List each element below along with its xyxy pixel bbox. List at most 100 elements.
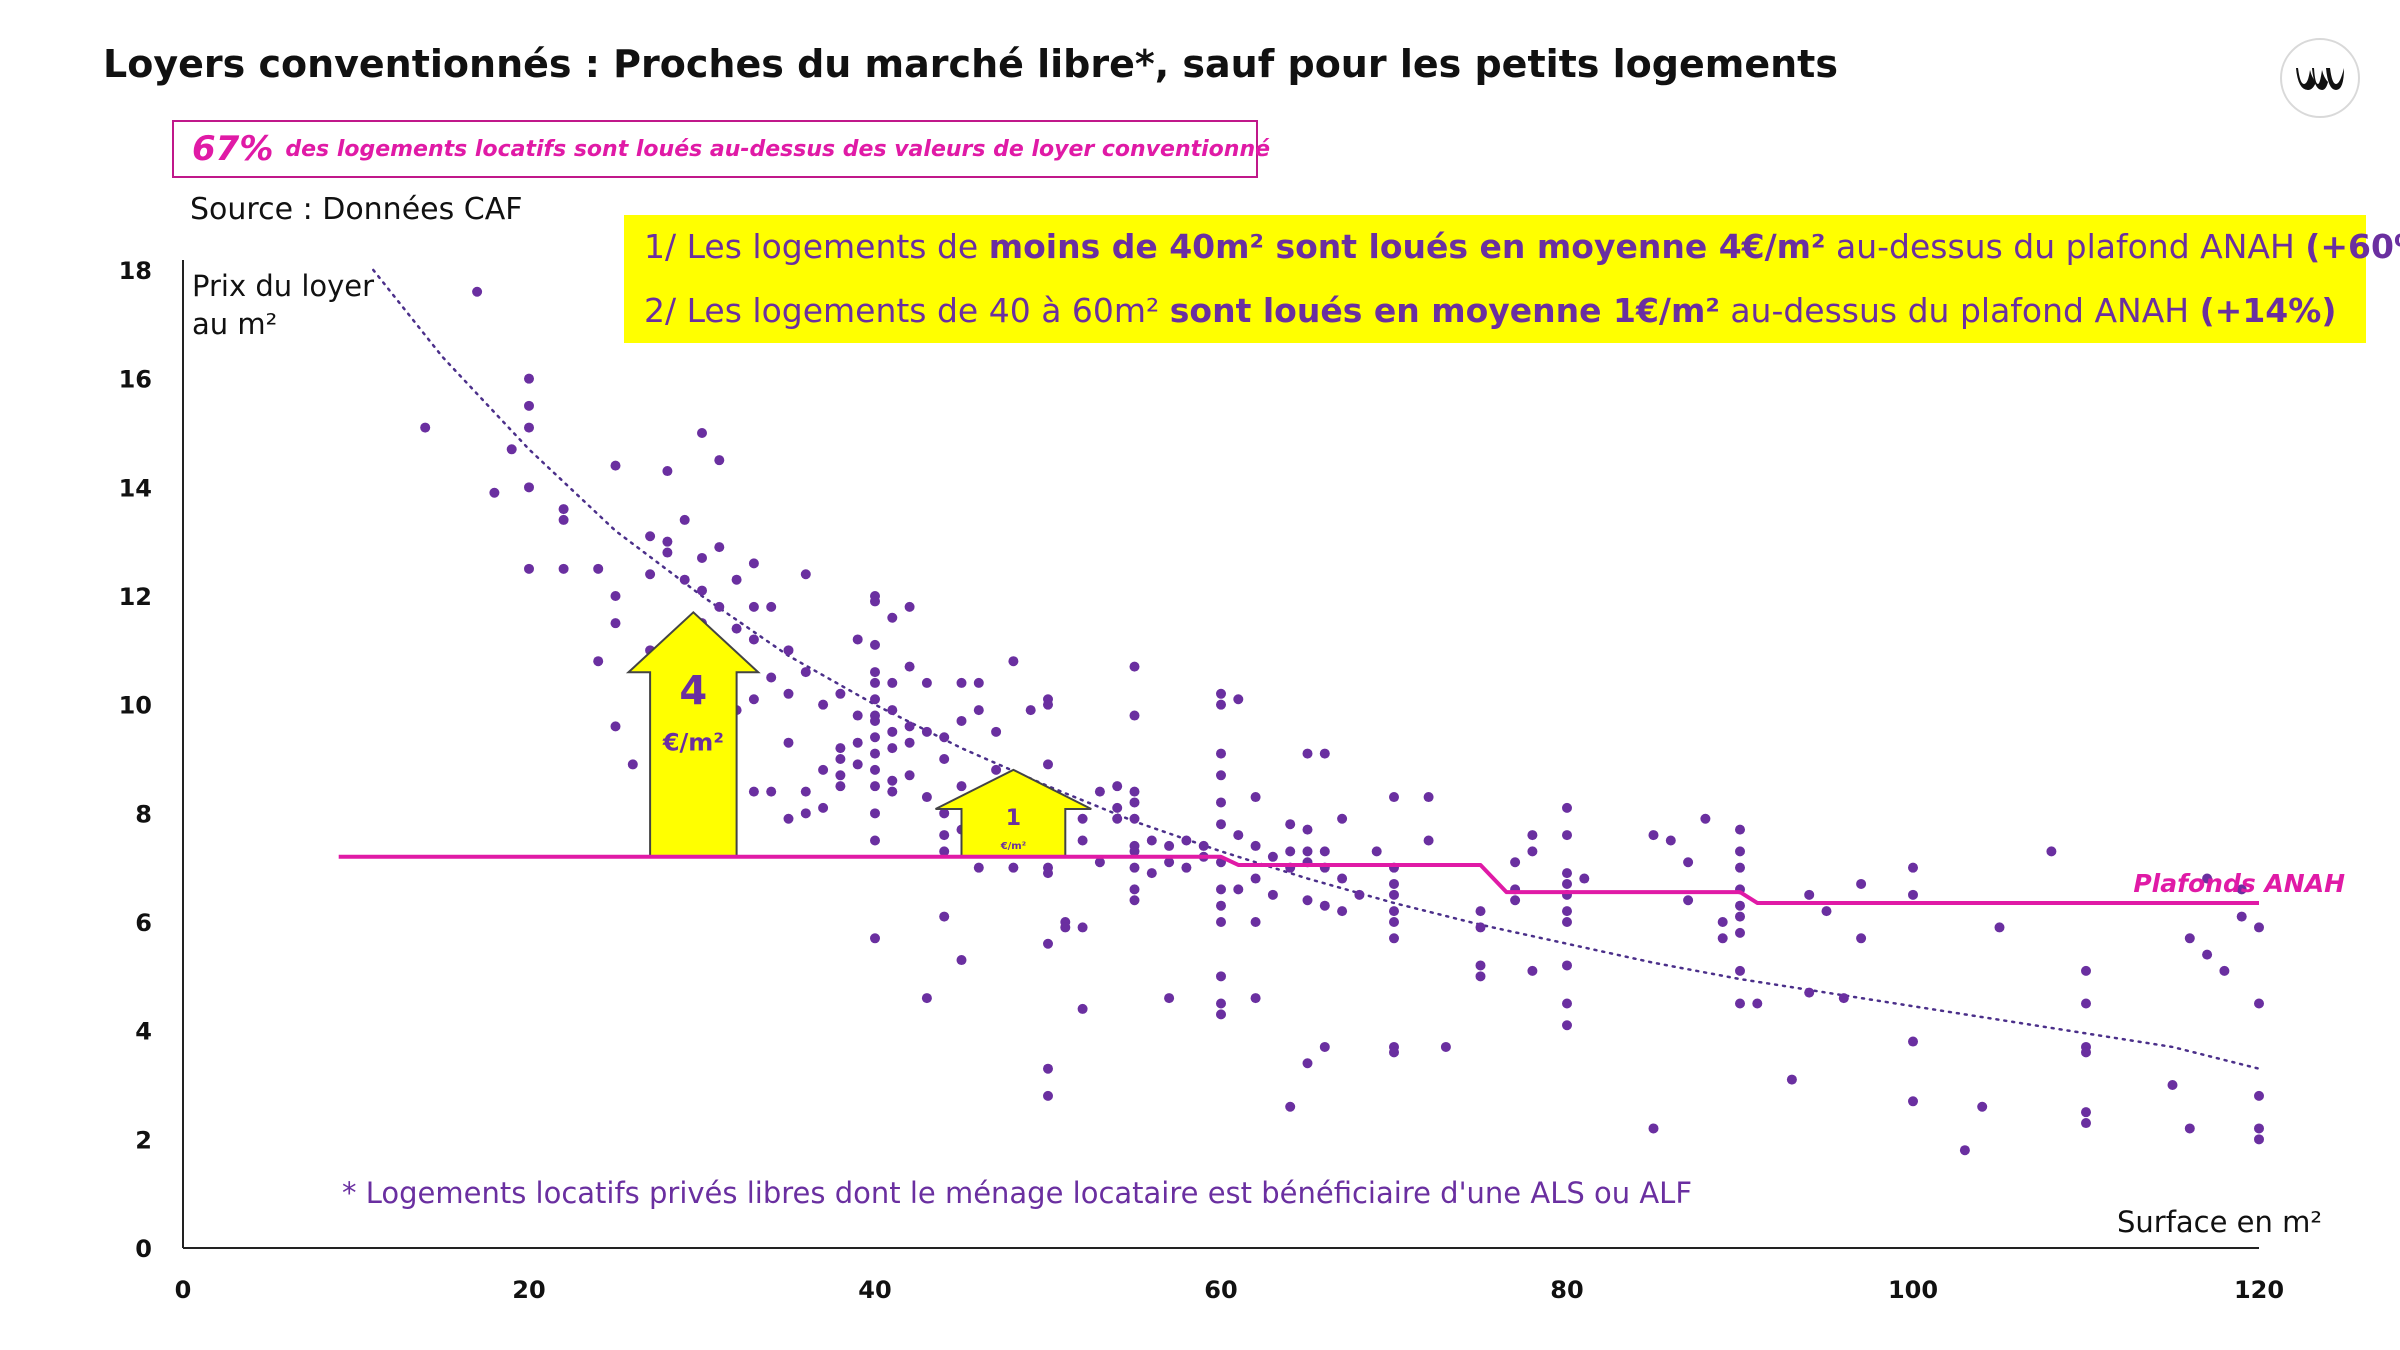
scatter-point: [2202, 949, 2213, 960]
scatter-point: [904, 737, 915, 748]
scatter-point: [870, 835, 880, 846]
scatter-point: [1562, 830, 1572, 841]
scatter-point: [870, 715, 880, 726]
scatter-point: [870, 694, 880, 705]
scatter-point: [748, 786, 759, 797]
finding-1: 1/ Les logements de moins de 40m² sont l…: [644, 227, 2400, 266]
scatter-point: [610, 460, 621, 471]
scatter-point: [1164, 857, 1175, 868]
x-axis-label: Surface en m²: [2117, 1205, 2322, 1239]
scatter-point: [835, 688, 846, 699]
scatter-point: [1319, 900, 1330, 911]
scatter-point: [1216, 884, 1226, 895]
scatter-point: [1735, 998, 1745, 1009]
scatter-point: [1043, 868, 1053, 879]
scatter-point: [800, 786, 811, 797]
scatter-point: [1527, 965, 1538, 976]
callout-percent: 67%: [192, 129, 274, 169]
scatter-point: [973, 862, 984, 873]
scatter-point: [1562, 917, 1572, 927]
scatter-point: [1389, 792, 1399, 803]
scatter-point: [1216, 688, 1226, 699]
scatter-point: [1129, 862, 1140, 873]
scatter-point: [1423, 835, 1434, 846]
scatter-point: [1043, 938, 1053, 949]
scatter-point: [1043, 699, 1053, 710]
scatter-point: [697, 585, 707, 596]
scatter-point: [1250, 840, 1261, 851]
scatter-point: [1250, 993, 1261, 1004]
scatter-point: [1216, 900, 1226, 911]
scatter-point: [870, 781, 880, 792]
x-tick-label: 100: [1888, 1276, 1938, 1304]
scatter-point: [1475, 960, 1486, 971]
finding-2-part-b: sont loués en moyenne 1€/m²: [1169, 291, 1720, 330]
scatter-point: [1285, 1101, 1296, 1112]
scatter-point: [1475, 971, 1486, 982]
scatter-point: [852, 710, 863, 721]
scatter-point: [645, 569, 656, 580]
scatter-point: [645, 531, 656, 542]
scatter-point: [852, 634, 863, 645]
scatter-point: [1856, 878, 1867, 889]
scatter-point: [1129, 813, 1140, 824]
scatter-point: [1008, 802, 1019, 813]
scatter-point: [1233, 884, 1244, 895]
scatter-point: [1025, 808, 1036, 819]
finding-1-part-a: 1/ Les logements de: [644, 227, 989, 266]
scatter-point: [1804, 987, 1815, 998]
scatter-point: [852, 759, 863, 770]
scatter-point: [1562, 906, 1572, 917]
scatter-point: [1216, 917, 1226, 927]
scatter-point: [1181, 862, 1192, 873]
scatter-point: [2081, 1118, 2091, 1129]
scatter-point: [662, 547, 673, 558]
scatter-point: [748, 558, 759, 569]
y-tick-label: 12: [119, 583, 152, 611]
scatter-point: [956, 824, 967, 835]
scatter-point: [1683, 895, 1694, 906]
scatter-point: [2167, 1080, 2178, 1090]
scatter-point: [921, 726, 932, 737]
scatter-point: [731, 574, 742, 585]
scatter-point: [714, 455, 725, 466]
scatter-point: [1216, 1009, 1226, 1020]
scatter-point: [1216, 971, 1226, 982]
callout-text: des logements locatifs sont loués au-des…: [285, 136, 1271, 162]
scatter-point: [1302, 824, 1313, 835]
scatter-point: [870, 667, 880, 678]
scatter-point: [1735, 824, 1745, 835]
scatter-point: [1043, 1063, 1053, 1074]
scatter-point: [1216, 998, 1226, 1009]
scatter-point: [1285, 862, 1296, 873]
scatter-point: [870, 933, 880, 944]
scatter-point: [991, 840, 1002, 851]
scatter-point: [1959, 1145, 1970, 1156]
scatter-point: [1285, 846, 1296, 857]
scatter-point: [1838, 993, 1849, 1004]
scatter-point: [973, 835, 984, 846]
scatter-point: [1077, 1003, 1088, 1014]
scatter-point: [697, 552, 707, 563]
brand-logo-icon: [2296, 68, 2344, 90]
trendline: [372, 268, 2261, 1070]
scatter-point: [783, 688, 794, 699]
scatter-point: [1319, 846, 1330, 857]
scatter-point: [2254, 922, 2264, 933]
scatter-point: [1319, 862, 1330, 873]
y-axis-label-line1: Prix du loyer: [192, 269, 374, 303]
scatter-point: [1389, 933, 1399, 944]
scatter-point: [939, 830, 950, 841]
scatter-point: [1043, 1090, 1053, 1101]
scatter-point: [887, 786, 898, 797]
scatter-point: [1025, 705, 1036, 716]
scatter-point: [1216, 857, 1226, 868]
scatter-point: [748, 694, 759, 705]
scatter-point: [1804, 889, 1815, 900]
scatter-point: [524, 563, 534, 574]
scatter-point: [870, 591, 880, 601]
scatter-point: [1077, 813, 1088, 824]
scatter-point: [1562, 889, 1572, 900]
scatter-point: [1717, 917, 1728, 927]
scatter-point: [1043, 759, 1053, 770]
